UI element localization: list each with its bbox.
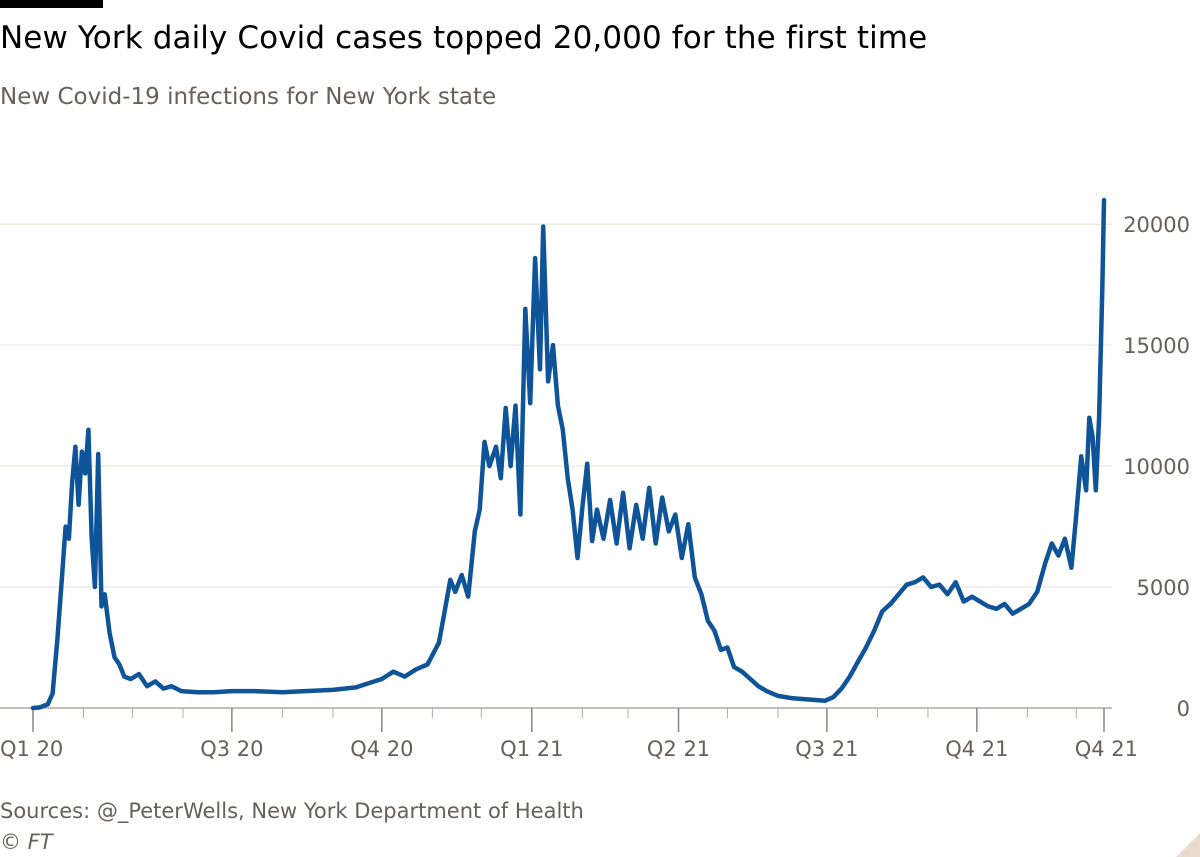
y-tick-label: 0 <box>1177 697 1190 721</box>
y-tick-label: 5000 <box>1137 576 1190 600</box>
copyright-note: © FT <box>0 830 53 854</box>
chart-subtitle: New Covid-19 infections for New York sta… <box>0 84 497 110</box>
source-note: Sources: @_PeterWells, New York Departme… <box>0 799 584 823</box>
axis-layer: 0 5000 10000 15000 20000 Q1 20 Q3 20 Q4 20 Q1 21… <box>0 213 1190 761</box>
x-tick-label: Q2 21 <box>647 737 710 761</box>
series-layer <box>30 197 1107 711</box>
line-chart: 0 5000 10000 15000 20000 Q1 20 Q3 20 Q4 20 Q1 21… <box>0 197 1190 761</box>
chart-title: New York daily Covid cases topped 20,000… <box>0 20 928 56</box>
x-tick-label: Q4 21 <box>1075 737 1138 761</box>
x-tick-label: Q1 21 <box>500 737 563 761</box>
x-tick-label: Q1 20 <box>0 737 63 761</box>
x-tick-label: Q4 21 <box>945 737 1008 761</box>
series-line <box>30 197 1107 711</box>
corner-mark <box>1176 833 1200 857</box>
y-tick-label: 15000 <box>1123 334 1190 358</box>
y-tick-label: 20000 <box>1123 213 1190 237</box>
x-tick-label: Q4 20 <box>350 737 413 761</box>
grid-layer <box>0 223 1112 588</box>
x-tick-label: Q3 21 <box>795 737 858 761</box>
x-tick-label: Q3 20 <box>200 737 263 761</box>
y-tick-label: 10000 <box>1123 455 1190 479</box>
brand-bar <box>0 0 103 8</box>
